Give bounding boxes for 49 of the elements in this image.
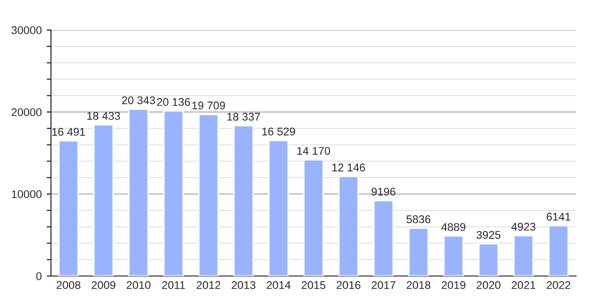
- x-tick-label: 2017: [372, 281, 396, 290]
- x-tick-label: 2020: [476, 281, 500, 290]
- x-tick-label: 2014: [266, 281, 291, 290]
- data-label: 19 709: [192, 102, 225, 110]
- x-tick-label: 2008: [56, 281, 80, 290]
- x-tick-label: 2018: [406, 281, 430, 290]
- bar: [338, 176, 359, 276]
- data-label: 18 433: [87, 112, 120, 120]
- bar: [408, 227, 429, 276]
- bar: [373, 200, 394, 276]
- bar: [163, 110, 184, 276]
- data-label: 3925: [476, 230, 500, 239]
- x-tick-label: 2015: [302, 281, 326, 290]
- data-label: 20 136: [157, 98, 190, 106]
- bar: [233, 124, 254, 276]
- x-tick-label: 2011: [162, 281, 185, 290]
- x-tick-label: 2022: [546, 281, 570, 290]
- data-label: 4923: [511, 222, 536, 231]
- data-label: 16 529: [262, 128, 295, 136]
- x-tick-label: 2012: [196, 281, 220, 290]
- bar: [478, 243, 499, 276]
- x-tick-label: 2019: [442, 281, 466, 290]
- y-tick-label: 0: [36, 272, 42, 280]
- bar: [548, 224, 569, 276]
- data-label: 6141: [546, 212, 570, 221]
- bar: [128, 108, 149, 276]
- bar: [58, 140, 79, 276]
- data-label: 18 337: [227, 112, 260, 121]
- data-label: 20 343: [122, 96, 156, 104]
- data-label: 12 146: [332, 164, 366, 172]
- data-label: 4889: [441, 223, 466, 231]
- y-tick-label: 20000: [12, 108, 42, 116]
- bar: [513, 234, 534, 276]
- x-tick-label: 2013: [232, 281, 256, 290]
- y-tick-label: 10000: [12, 190, 42, 198]
- bar: [198, 114, 219, 276]
- x-tick-label: 2021: [512, 281, 536, 290]
- data-label: 14 170: [297, 146, 330, 155]
- bar: [93, 124, 114, 276]
- x-tick-label: 2016: [336, 281, 360, 290]
- bar: [443, 235, 464, 276]
- data-label: 9196: [372, 188, 396, 196]
- x-tick-label: 2009: [92, 281, 116, 290]
- data-label: 16 491: [52, 128, 85, 136]
- bar: [268, 140, 289, 276]
- data-label: 5836: [406, 215, 430, 224]
- y-tick-label: 30000: [12, 26, 42, 34]
- x-tick-label: 2010: [126, 281, 150, 290]
- bar: [303, 159, 324, 276]
